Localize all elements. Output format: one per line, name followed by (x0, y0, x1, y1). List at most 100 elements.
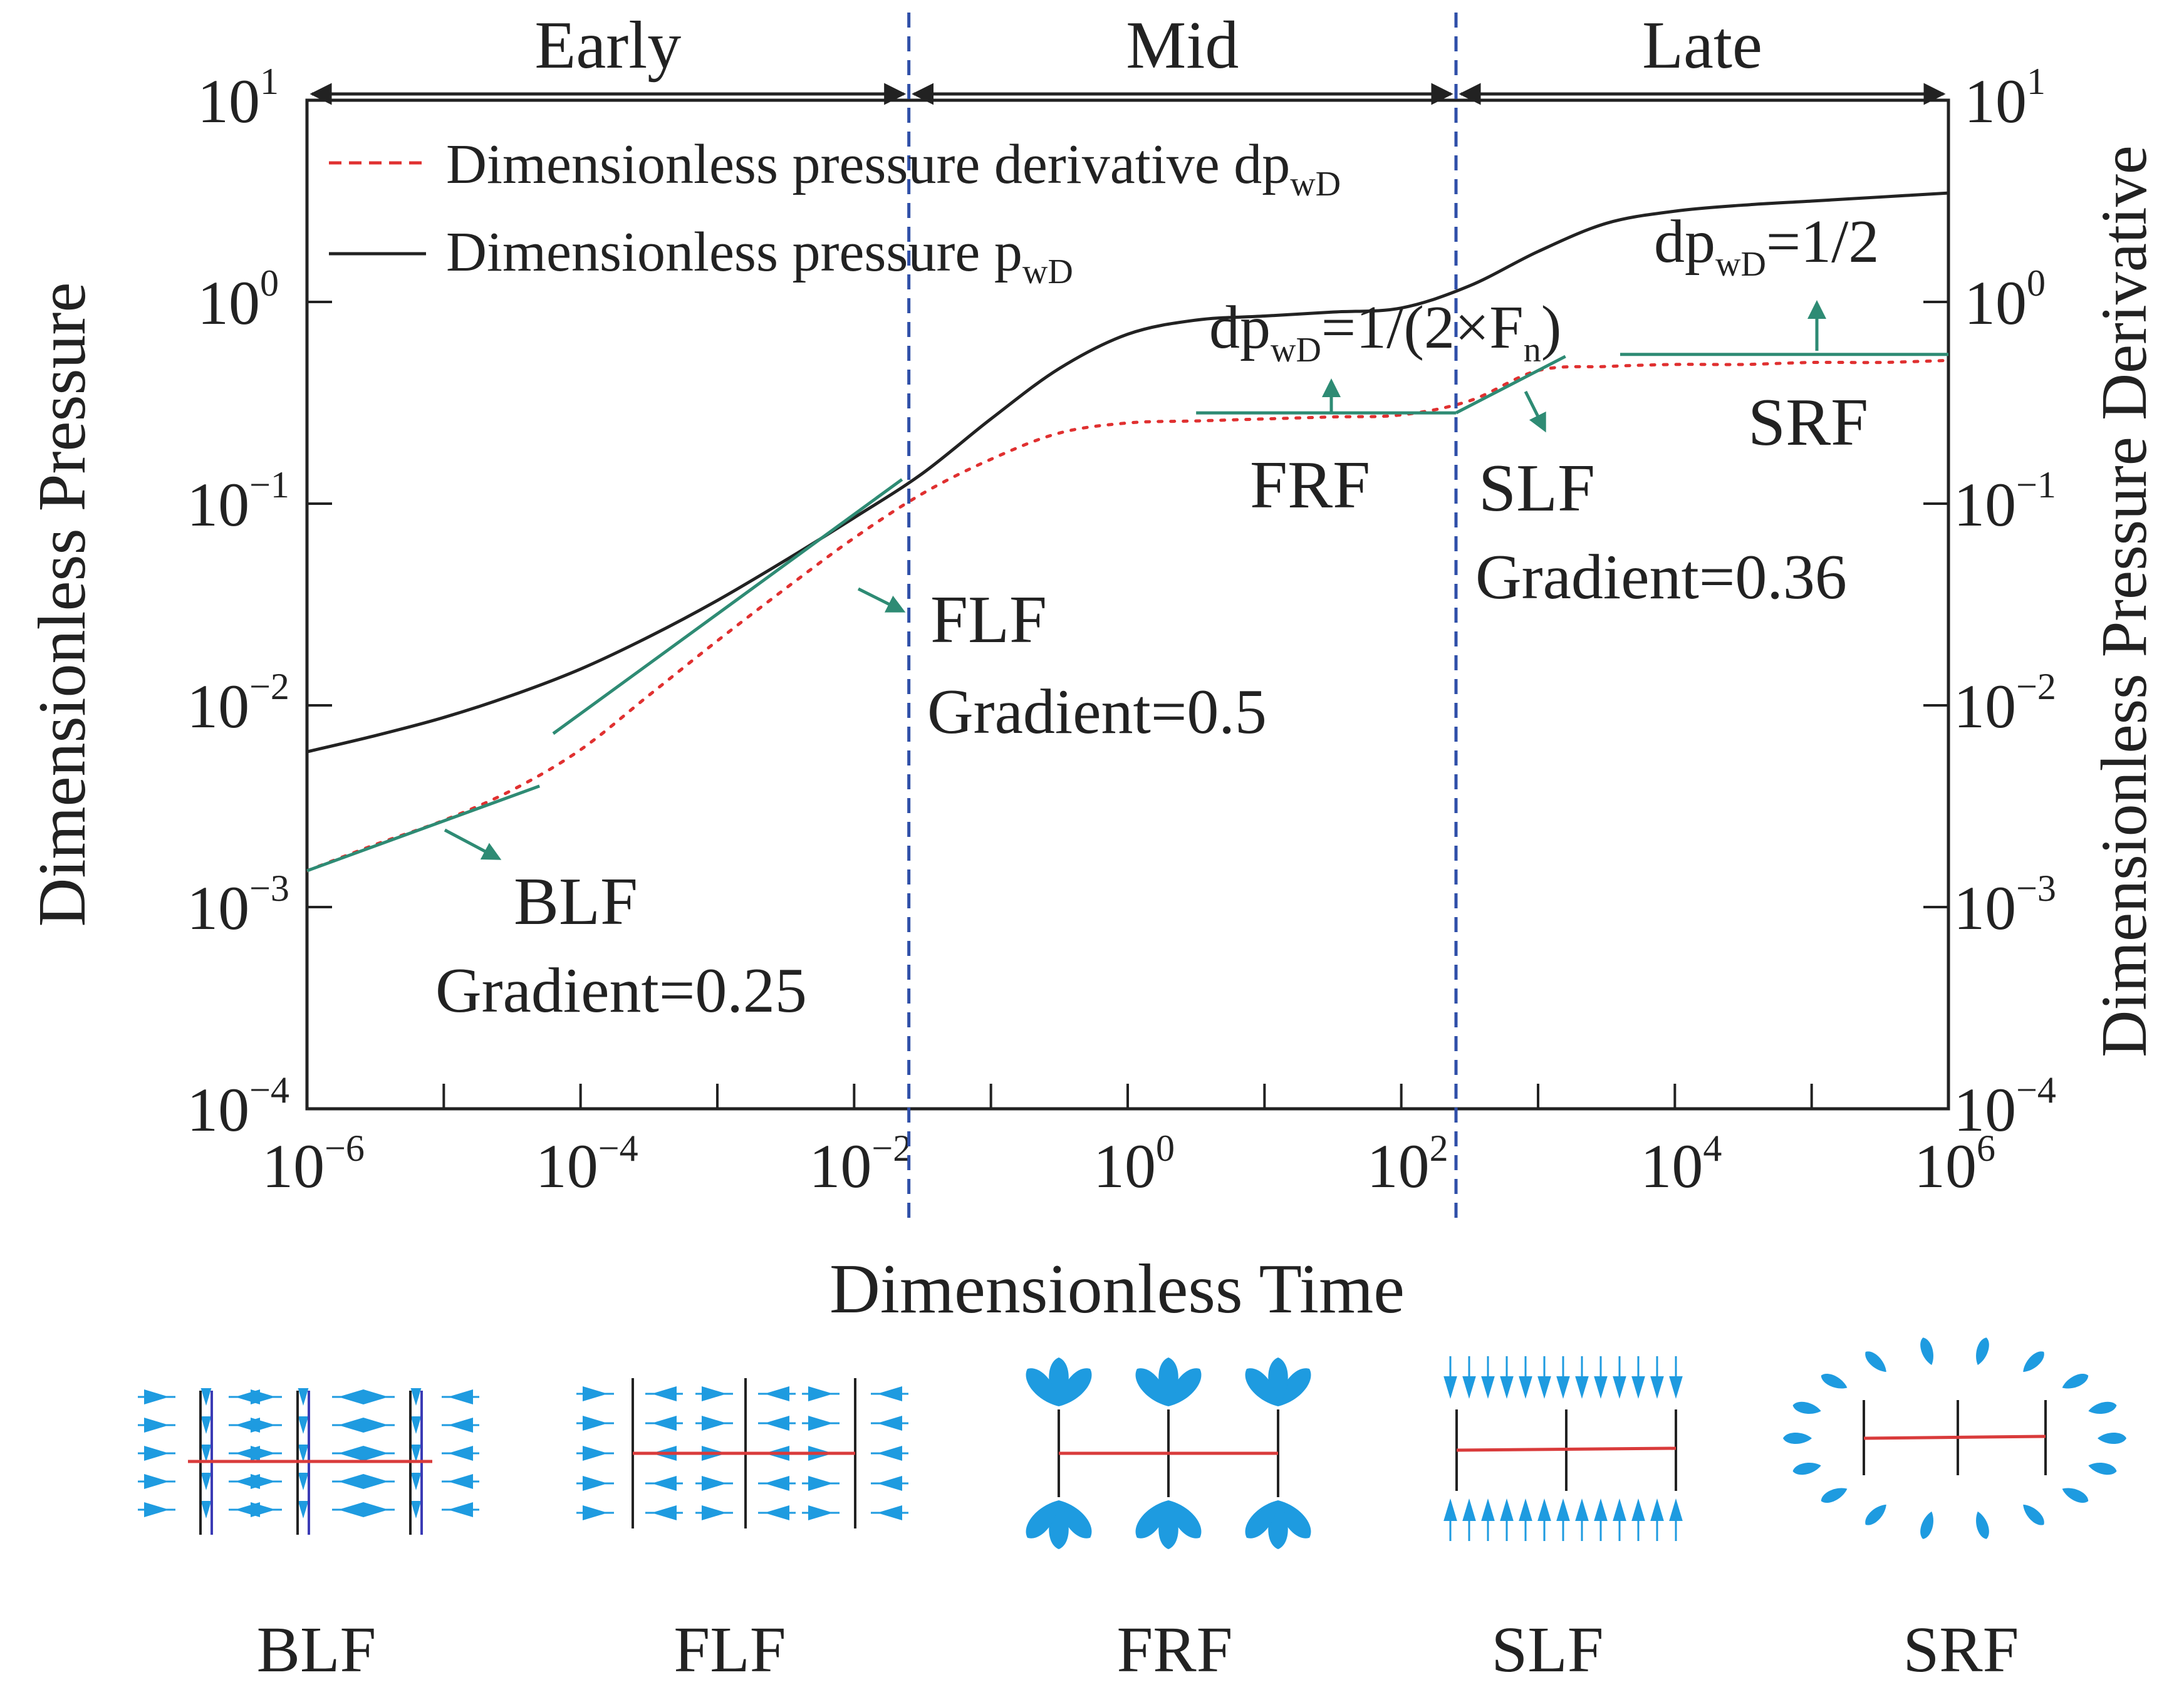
frf-petal (1026, 1368, 1059, 1406)
blf-fracture-arrow (410, 1445, 422, 1462)
flf-flow-arrow (877, 1476, 902, 1491)
x-tick-label: 10−2 (809, 1128, 912, 1201)
x-tick-label: 10−6 (262, 1128, 365, 1201)
blf-flow-arrow (144, 1502, 169, 1517)
blf-fracture-arrow (410, 1416, 422, 1434)
blf-fracture-arrow (298, 1416, 309, 1434)
frf-petal-group (1026, 1500, 1059, 1539)
srf-drop-group (2062, 1488, 2089, 1503)
srf-drop-group (2023, 1351, 2044, 1372)
flf-label: FLF (930, 583, 1047, 657)
slf-flow-arrow-up (1519, 1498, 1532, 1521)
srf-drop (1783, 1433, 1812, 1444)
blf-fracture-arrow (410, 1473, 422, 1490)
flf-flow-arrow (764, 1386, 789, 1401)
flf-flow-arrow (652, 1476, 677, 1491)
diagram-blf: BLF (138, 1388, 479, 1686)
y2-axis-label: Dimensionless Pressure Derivative (2088, 145, 2160, 1057)
frf-petal (1168, 1500, 1202, 1539)
blf-fracture-arrow (298, 1473, 309, 1490)
slf-flow-arrow-up (1650, 1498, 1664, 1521)
slf-flow-arrow-down (1650, 1376, 1664, 1399)
blf-flow-arrow (144, 1389, 169, 1404)
fit-line-slf (1455, 355, 1566, 415)
x-tick-label: 10−4 (536, 1128, 638, 1201)
phase-dividers (907, 13, 1458, 1222)
blf-fracture-arrow (410, 1501, 422, 1518)
flf-flow-arrow (808, 1416, 833, 1431)
legend-pressure-label: Dimensionless pressure pwD (446, 221, 1073, 291)
flf-flow-arrow (702, 1476, 727, 1491)
slf-flow-arrow-down (1575, 1376, 1589, 1399)
diagram-slf-label: SLF (1491, 1614, 1603, 1686)
srf-drop (1865, 1351, 1886, 1372)
slf-flow-arrow-up (1443, 1498, 1457, 1521)
blf-flow-arrow (251, 1502, 276, 1517)
diagram-slf: SLF (1443, 1356, 1683, 1686)
slf-flow-arrow-down (1519, 1376, 1532, 1399)
srf-drop-group (2088, 1463, 2117, 1475)
blf-flow-arrow (448, 1446, 473, 1461)
flf-flow-arrow (652, 1505, 677, 1520)
srf-drop-group (1920, 1337, 1933, 1366)
blf-flow-arrows (138, 1388, 479, 1518)
y2-tick-label: 10−3 (1953, 868, 2056, 943)
diagram-blf-label: BLF (257, 1614, 377, 1686)
slf-flow-arrow-up (1500, 1498, 1514, 1521)
srf-drop (1976, 1511, 1989, 1539)
frf-petal-group (1059, 1368, 1092, 1406)
flf-flow-arrow (764, 1505, 789, 1520)
blf-fracture-arrow (298, 1388, 309, 1406)
blf-flow-arrow (251, 1389, 276, 1404)
flf-flow-arrow (808, 1386, 833, 1401)
diagram-srf: SRF (1783, 1337, 2126, 1686)
x-axis-label: Dimensionless Time (829, 1250, 1405, 1328)
flf-flow-arrow (764, 1416, 789, 1431)
flf-flow-arrow (702, 1416, 727, 1431)
y-axis-label: Dimensionless Pressure (25, 283, 100, 927)
frf-petal-group (1135, 1500, 1168, 1539)
diagram-srf-label: SRF (1903, 1614, 2019, 1686)
blf-flow-arrow (251, 1474, 276, 1489)
y2-tick-label: 101 (1964, 61, 2046, 136)
srf-drop (1821, 1488, 1848, 1503)
y2-tick-label: 10−2 (1953, 666, 2056, 741)
srf-drop-group (1865, 1504, 1886, 1525)
flow-diagrams: BLF FLF FRF SLF (138, 1337, 2126, 1686)
slf-flow-arrow-up (1594, 1498, 1608, 1521)
slf-flow-arrow-up (1575, 1498, 1589, 1521)
blf-flow-arrow (363, 1389, 388, 1404)
y2-tick-label: 10−4 (1953, 1069, 2056, 1144)
slf-flow-arrow-up (1556, 1498, 1570, 1521)
frf-label: FRF (1250, 448, 1370, 522)
srf-drop (1920, 1511, 1933, 1539)
slf-flow-arrow-down (1613, 1376, 1626, 1399)
blf-fracture-arrow (298, 1445, 309, 1462)
slf-pointer-arrow (1524, 390, 1546, 433)
flf-flow-arrow (877, 1416, 902, 1431)
frf-formula: dpwD=1/(2×Fn) (1209, 294, 1561, 370)
frf-petal (1026, 1500, 1059, 1539)
phase-regions: Early Mid Late (309, 8, 1946, 105)
srf-drop-group (1792, 1463, 1821, 1475)
slf-gradient: Gradient=0.36 (1475, 542, 1847, 613)
region-label-early: Early (534, 8, 681, 83)
flf-flow-arrow (877, 1386, 902, 1401)
frf-petal-group (1168, 1500, 1202, 1539)
flf-flow-arrow (652, 1386, 677, 1401)
blf-flow-arrow (338, 1502, 363, 1517)
x-tick-label: 106 (1914, 1128, 1995, 1201)
frf-petal (1278, 1368, 1311, 1406)
frf-flow-petals (1026, 1357, 1311, 1549)
srf-drop (2062, 1488, 2089, 1503)
srf-drop-group (2088, 1401, 2117, 1414)
blf-flow-arrow (448, 1418, 473, 1433)
flf-flow-arrow (583, 1476, 608, 1491)
srf-drop (2023, 1351, 2044, 1372)
frf-petal-group (1245, 1500, 1278, 1539)
region-label-mid: Mid (1126, 8, 1239, 83)
x-tick-label: 104 (1640, 1128, 1722, 1201)
flf-flow-arrow (583, 1386, 608, 1401)
slf-label: SLF (1479, 451, 1595, 526)
